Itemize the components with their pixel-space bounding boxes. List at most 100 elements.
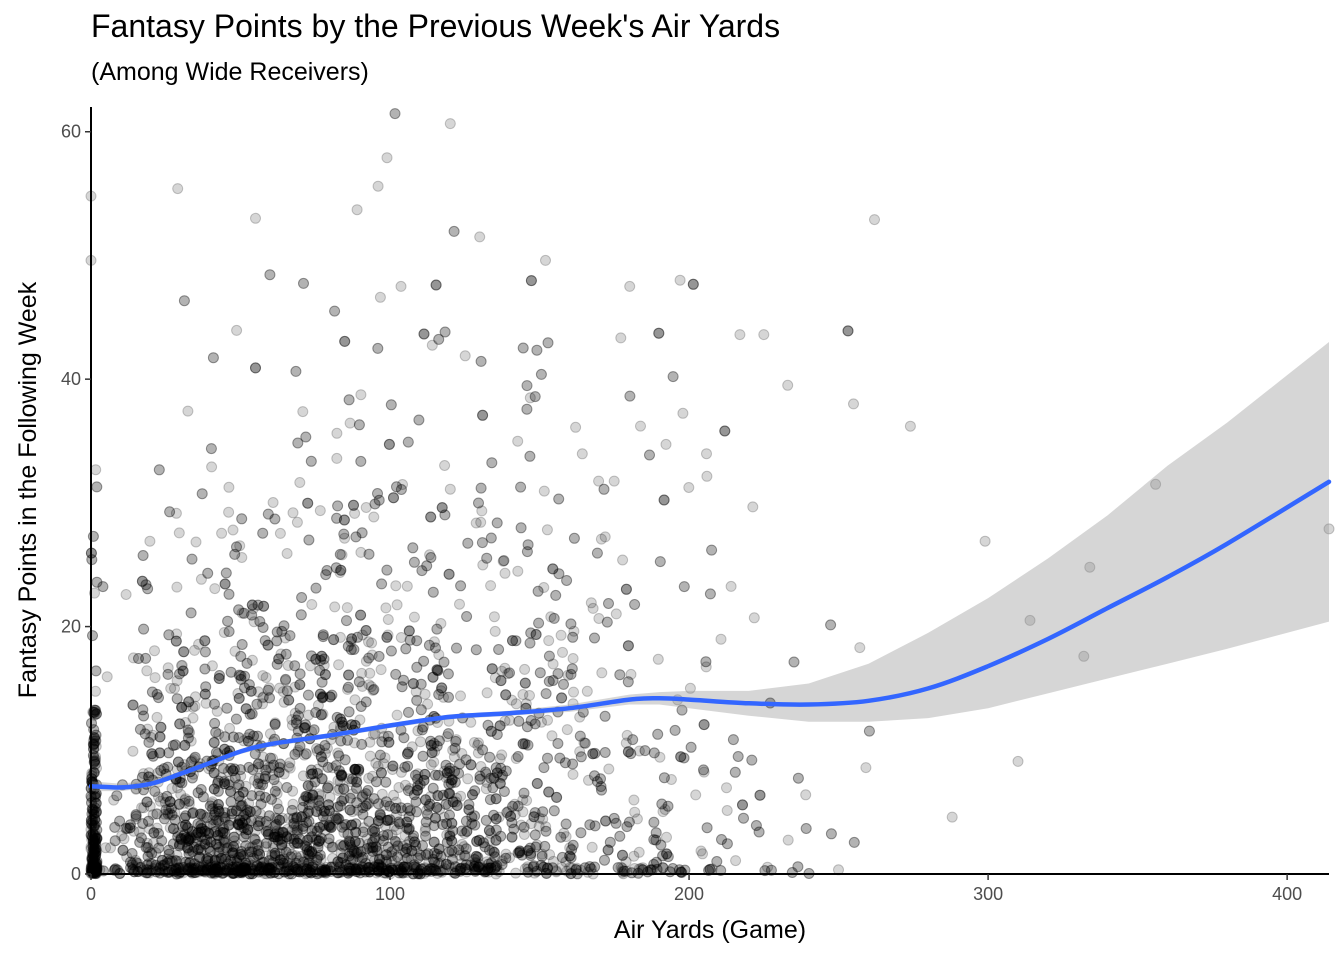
- scatter-point: [223, 775, 235, 787]
- scatter-point: [848, 836, 860, 848]
- scatter-point: [336, 716, 348, 728]
- scatter-point: [432, 790, 444, 802]
- scatter-point: [560, 818, 572, 830]
- scatter-point: [543, 635, 555, 647]
- scatter-point: [138, 623, 150, 635]
- scatter-point: [325, 822, 337, 833]
- scatter-point: [275, 862, 287, 874]
- scatter-point: [644, 449, 655, 461]
- scatter-point: [173, 798, 185, 810]
- scatter-point: [199, 838, 211, 850]
- scatter-point: [481, 687, 493, 699]
- scatter-point: [654, 556, 666, 568]
- scatter-point: [282, 823, 293, 835]
- scatter-point: [475, 355, 487, 367]
- scatter-point: [603, 763, 615, 775]
- scatter-point: [348, 499, 359, 511]
- scatter-point: [117, 844, 129, 856]
- scatter-point: [376, 854, 388, 866]
- scatter-point: [451, 792, 463, 804]
- scatter-point: [260, 672, 272, 683]
- scatter-point: [363, 797, 375, 809]
- scatter-point: [378, 867, 390, 879]
- scatter-point: [303, 709, 314, 721]
- scatter-point: [132, 858, 144, 869]
- scatter-point: [151, 688, 163, 700]
- scatter-point: [361, 833, 373, 845]
- scatter-point: [678, 581, 690, 593]
- scatter-point: [436, 502, 448, 514]
- scatter-point: [324, 805, 335, 817]
- scatter-point: [498, 555, 510, 567]
- scatter-point: [248, 616, 260, 628]
- scatter-point: [507, 635, 518, 647]
- scatter-point: [946, 811, 958, 823]
- scatter-point: [215, 852, 227, 864]
- scatter-point: [171, 849, 183, 861]
- scatter-point: [367, 850, 379, 862]
- scatter-point: [579, 737, 591, 749]
- scatter-point: [589, 632, 600, 644]
- scatter-point: [233, 604, 245, 616]
- scatter-point: [205, 818, 217, 830]
- scatter-point: [704, 588, 716, 600]
- scatter-point: [234, 814, 246, 826]
- scatter-point: [276, 833, 288, 845]
- scatter-point: [328, 634, 340, 646]
- scatter-point: [493, 644, 505, 655]
- scatter-point: [282, 861, 294, 873]
- scatter-point: [356, 527, 368, 539]
- scatter-point: [434, 803, 446, 815]
- scatter-point: [404, 835, 416, 847]
- scatter-point: [540, 688, 552, 700]
- scatter-point: [362, 861, 373, 873]
- scatter-point: [496, 855, 508, 867]
- scatter-point: [244, 806, 256, 818]
- scatter-point: [183, 696, 195, 708]
- scatter-point: [629, 599, 641, 610]
- scatter-point: [502, 668, 514, 680]
- scatter-point: [684, 682, 696, 694]
- scatter-point: [298, 277, 309, 289]
- scatter-point: [564, 850, 576, 862]
- scatter-point: [357, 629, 368, 641]
- scatter-point: [317, 690, 329, 702]
- scatter-point: [169, 683, 180, 694]
- scatter-point: [209, 854, 221, 866]
- scatter-point: [626, 867, 638, 879]
- scatter-point: [313, 838, 325, 850]
- scatter-point: [144, 800, 156, 812]
- scatter-point: [575, 864, 587, 876]
- scatter-point: [364, 750, 376, 762]
- scatter-point: [489, 672, 501, 684]
- scatter-point: [552, 738, 564, 749]
- scatter-point: [278, 696, 290, 708]
- scatter-point: [146, 748, 158, 760]
- scatter-point: [208, 819, 219, 831]
- scatter-point: [381, 564, 393, 576]
- scatter-point: [403, 625, 415, 637]
- scatter-point: [459, 350, 471, 362]
- scatter-point: [341, 615, 352, 627]
- scatter-point: [291, 516, 303, 528]
- scatter-point: [485, 862, 497, 874]
- scatter-point: [653, 327, 665, 339]
- scatter-point: [252, 820, 264, 832]
- scatter-point: [334, 713, 346, 725]
- scatter-point: [385, 399, 397, 411]
- scatter-point: [337, 720, 349, 732]
- scatter-point: [397, 479, 408, 490]
- scatter-point: [602, 844, 614, 856]
- scatter-point: [345, 841, 356, 853]
- scatter-point: [296, 811, 308, 823]
- scatter-point: [168, 823, 179, 835]
- scatter-point: [212, 799, 224, 810]
- scatter-point: [295, 850, 307, 862]
- scatter-point: [249, 864, 261, 876]
- scatter-point: [328, 721, 340, 733]
- scatter-point: [383, 736, 395, 748]
- scatter-point: [488, 772, 500, 784]
- scatter-point: [486, 663, 498, 675]
- scatter-point: [398, 674, 409, 686]
- scatter-point: [521, 795, 533, 806]
